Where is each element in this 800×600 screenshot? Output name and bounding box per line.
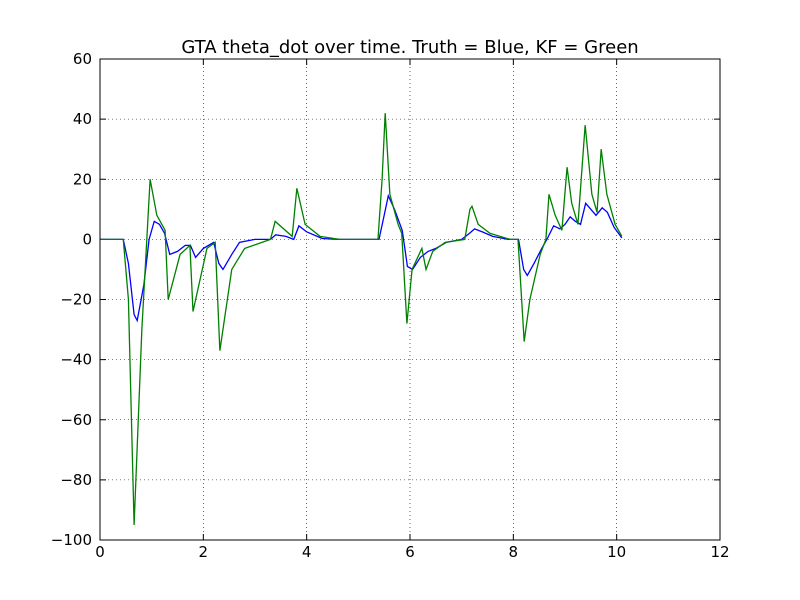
y-tick-label: −40 bbox=[60, 351, 92, 369]
y-tick-label: −80 bbox=[60, 471, 92, 489]
y-tick-label: −100 bbox=[51, 531, 92, 549]
y-tick-label: −60 bbox=[60, 411, 92, 429]
x-tick-label: 4 bbox=[302, 543, 312, 561]
y-tick-label: 0 bbox=[82, 230, 92, 248]
chart-title: GTA theta_dot over time. Truth = Blue, K… bbox=[181, 37, 638, 58]
x-tick-label: 10 bbox=[607, 543, 626, 561]
x-tick-label: 8 bbox=[509, 543, 519, 561]
x-tick-label: 0 bbox=[95, 543, 105, 561]
plot-frame bbox=[99, 58, 721, 541]
series-line bbox=[100, 113, 623, 525]
x-tick-label: 2 bbox=[199, 543, 209, 561]
y-tick-label: 40 bbox=[73, 110, 92, 128]
x-tick-label: 12 bbox=[710, 543, 729, 561]
y-tick-label: −20 bbox=[60, 291, 92, 309]
y-tick-label: 20 bbox=[73, 170, 92, 188]
x-tick-label: 6 bbox=[405, 543, 415, 561]
y-tick-label: 60 bbox=[73, 50, 92, 68]
